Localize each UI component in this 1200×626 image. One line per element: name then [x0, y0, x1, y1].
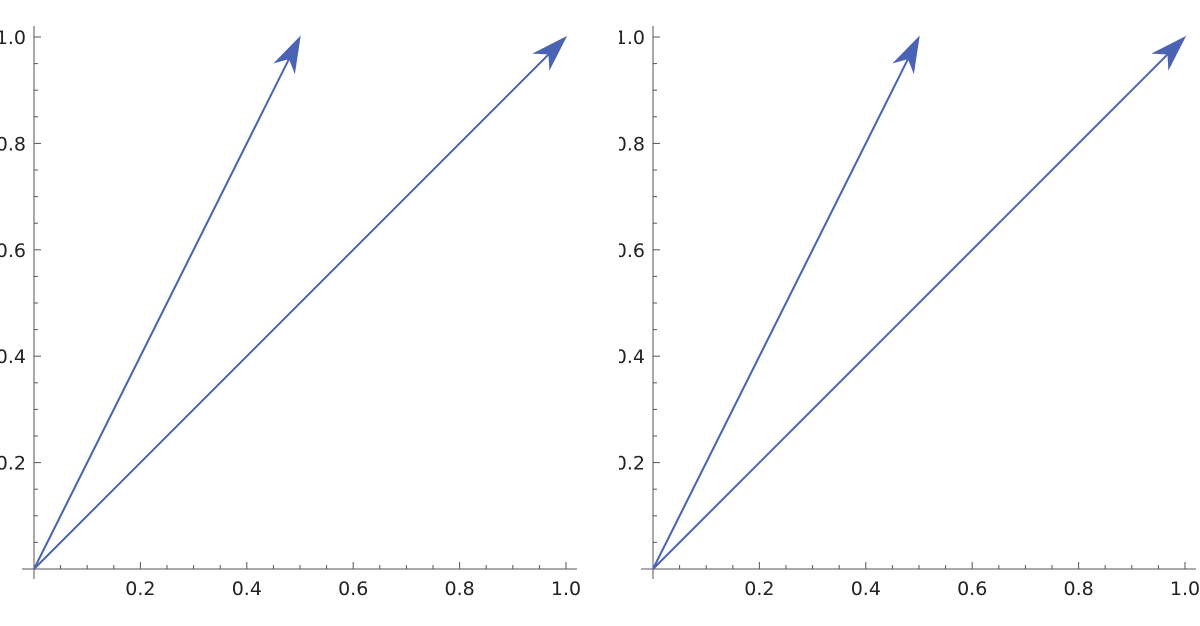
- y-tick-label: 0.8: [619, 133, 645, 155]
- vector-shaft: [652, 58, 910, 570]
- x-tick-label: 0.6: [957, 578, 987, 600]
- y-tick-label: 1.0: [619, 27, 645, 49]
- y-tick-label: 0.8: [0, 133, 26, 155]
- y-tick-label: 0.2: [0, 453, 26, 475]
- x-tick-label: 0.2: [125, 578, 155, 600]
- y-tick-label: 0.4: [619, 346, 645, 368]
- vector-shaft: [33, 53, 550, 570]
- vector-arrowhead: [1151, 35, 1187, 71]
- vector-chart-left: 0.2 0.4 0.6 0.8 1.0 0.2 0.4 0.6 0.8 1.0: [0, 26, 581, 600]
- vector-shaft: [652, 53, 1169, 570]
- vector-arrowhead: [273, 35, 301, 75]
- y-tick-label: 0.6: [619, 240, 645, 262]
- vector-arrowhead: [532, 35, 568, 71]
- x-tick-label: 0.8: [1063, 578, 1093, 600]
- x-tick-label: 0.2: [744, 578, 774, 600]
- y-tick-label: 1.0: [0, 27, 26, 49]
- x-tick-label: 0.6: [338, 578, 368, 600]
- x-tick-label: 1.0: [551, 578, 581, 600]
- vector-arrowhead: [892, 35, 920, 75]
- chart-panel-left: 0.2 0.4 0.6 0.8 1.0 0.2 0.4 0.6 0.8 1.0: [0, 26, 581, 600]
- y-tick-label: 0.4: [0, 346, 26, 368]
- vector-shaft: [33, 58, 291, 570]
- x-tick-label: 0.8: [444, 578, 474, 600]
- y-tick-label: 0.2: [619, 453, 645, 475]
- x-tick-label: 0.4: [851, 578, 881, 600]
- chart-panel-right: 0.2 0.4 0.6 0.8 1.0 0.2 0.4 0.6 0.8 1.0: [619, 0, 1200, 626]
- x-tick-label: 0.4: [232, 578, 262, 600]
- y-tick-label: 0.6: [0, 240, 26, 262]
- x-tick-label: 1.0: [1170, 578, 1200, 600]
- vector-chart-right: 0.2 0.4 0.6 0.8 1.0 0.2 0.4 0.6 0.8 1.0: [619, 26, 1200, 600]
